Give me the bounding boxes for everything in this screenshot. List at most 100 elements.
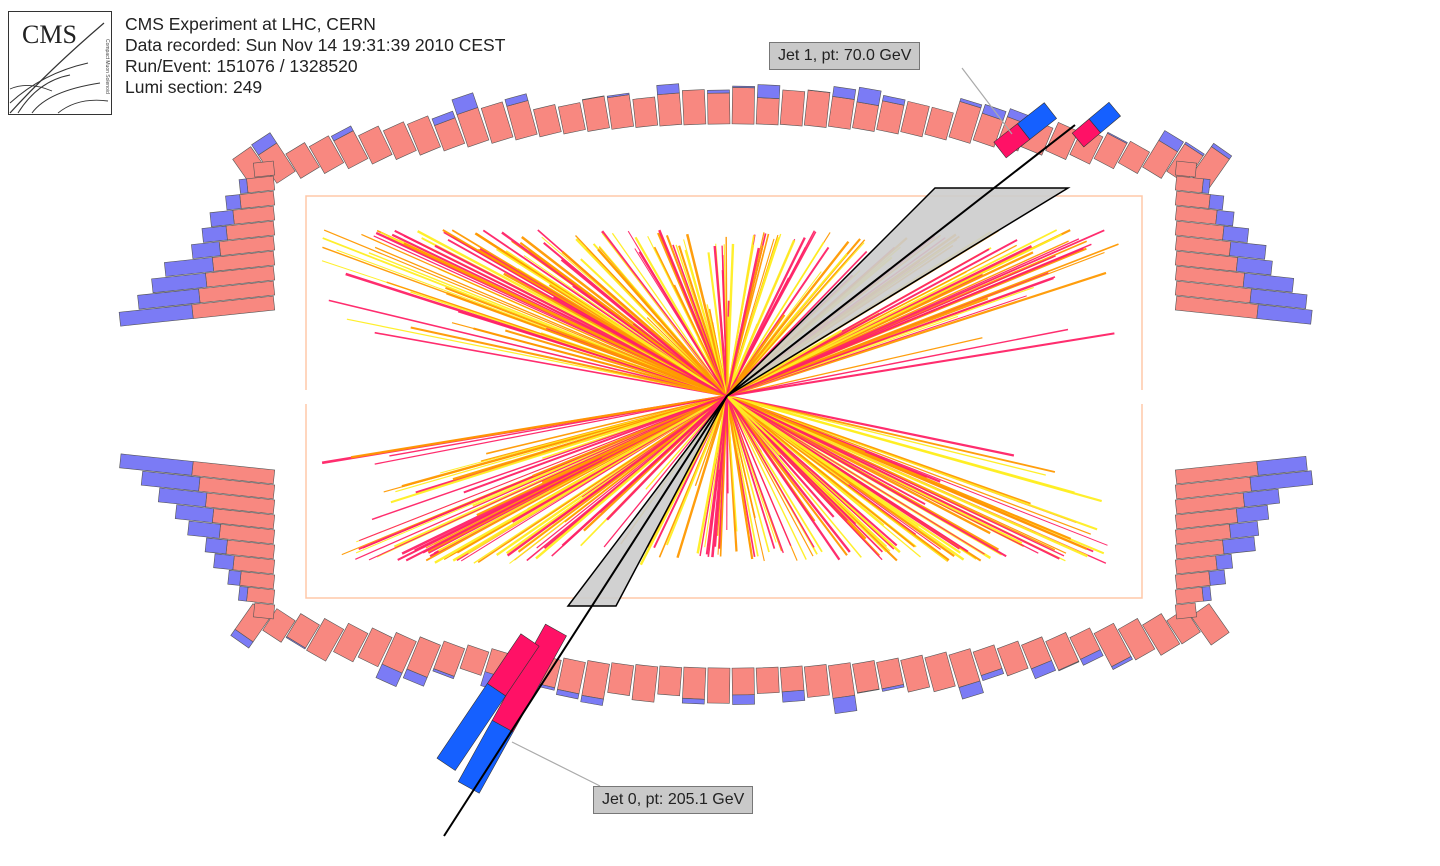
ecal-deposit — [1190, 603, 1230, 646]
calo-endcap-right-bottom — [1174, 505, 1270, 530]
track — [496, 248, 728, 397]
calo-tower-top — [358, 125, 393, 165]
calo-endcap-right-bottom — [1174, 488, 1280, 515]
track — [403, 242, 728, 398]
track — [726, 276, 1056, 397]
calo-tower-top — [480, 101, 514, 144]
jet-1-leader — [961, 67, 1013, 135]
track — [726, 395, 916, 548]
calo-tower-bottom — [459, 644, 490, 676]
calo-tower-top — [533, 104, 562, 138]
hcal-deposit — [119, 453, 194, 476]
jet-1-cone — [726, 187, 1071, 397]
track — [374, 331, 728, 397]
track — [714, 395, 729, 547]
hcal-deposit — [1235, 257, 1273, 276]
hcal-deposit — [1111, 656, 1133, 670]
calo-endcap-left-bottom — [238, 586, 276, 605]
ecal-deposit — [1166, 608, 1201, 645]
calo-endcap-left-top — [201, 220, 276, 243]
hcal-deposit — [555, 689, 580, 700]
calo-endcap-left-top — [191, 235, 276, 259]
calo-tower-bottom — [731, 667, 755, 705]
hcal-deposit — [504, 93, 529, 107]
track — [601, 233, 728, 397]
calo-tower-bottom — [1190, 603, 1230, 646]
calo-tower-top — [972, 104, 1007, 148]
calo-endcap-left-bottom — [140, 470, 276, 500]
calo-endcap-right-top — [1174, 250, 1273, 276]
ecal-deposit — [1117, 618, 1156, 661]
jet-0-leader — [511, 741, 601, 787]
ecal-deposit — [607, 662, 634, 696]
track — [323, 229, 728, 397]
calo-tower-top — [1142, 130, 1184, 179]
track — [575, 235, 728, 397]
lumi-section: Lumi section: 249 — [125, 77, 263, 97]
ecal-deposit — [900, 654, 931, 693]
calo-tower-top — [948, 98, 983, 144]
track — [528, 249, 728, 397]
hcal-deposit — [225, 194, 242, 211]
calo-endcap-left-bottom — [253, 602, 276, 620]
hcal-deposit — [151, 272, 208, 294]
track — [726, 395, 1092, 535]
track — [726, 395, 1031, 505]
ecal-deposit — [707, 92, 731, 125]
track — [447, 238, 728, 397]
calo-tower-bottom — [333, 622, 369, 663]
calo-endcap-right-top — [1174, 205, 1235, 227]
ecal-deposit — [262, 608, 296, 643]
track — [726, 395, 898, 547]
ecal-deposit — [755, 97, 780, 126]
track — [726, 332, 1115, 398]
ecal-deposit — [1174, 175, 1204, 194]
ecal-deposit — [358, 125, 393, 165]
calo-tower-top — [330, 125, 369, 170]
hcal-deposit — [1080, 649, 1104, 666]
hcal-deposit — [1210, 142, 1233, 160]
ecal-deposit — [607, 94, 634, 130]
hcal-deposit — [581, 95, 605, 101]
hcal-deposit — [230, 628, 254, 649]
ecal-deposit — [306, 618, 345, 662]
hcal-deposit — [1242, 272, 1295, 293]
jet-hcal-deposit — [436, 683, 506, 771]
calo-endcap-left-top — [225, 190, 276, 211]
track — [551, 395, 728, 557]
track — [685, 233, 729, 397]
calo-endcap-right-bottom — [1174, 536, 1256, 560]
track — [725, 247, 760, 397]
hcal-deposit — [656, 83, 680, 95]
hcal-deposit — [1201, 586, 1212, 602]
ecal-deposit — [803, 664, 830, 698]
hcal-deposit — [137, 288, 201, 310]
calo-tower-bottom — [306, 618, 345, 662]
track — [726, 395, 815, 548]
track — [551, 395, 728, 525]
track — [371, 395, 728, 521]
calo-endcap-left-bottom — [157, 487, 276, 515]
track — [726, 395, 765, 562]
ecal-deposit — [924, 106, 954, 141]
hcal-deposit — [174, 504, 215, 523]
calo-tower-top — [656, 83, 683, 127]
ecal-deposit — [876, 657, 904, 690]
hcal-deposit — [832, 694, 858, 715]
hcal-deposit — [1242, 488, 1280, 508]
calo-endcap-right-top — [1174, 175, 1211, 194]
track — [726, 337, 983, 397]
calo-tower-bottom — [924, 651, 956, 693]
calo-tower-top — [682, 89, 707, 126]
track — [726, 395, 1075, 494]
calo-tower-top — [606, 92, 634, 130]
track — [726, 395, 848, 556]
track — [374, 395, 728, 465]
ecal-deposit — [731, 667, 755, 696]
calo-endcap-left-bottom — [119, 453, 276, 485]
ecal-deposit — [852, 101, 879, 132]
track — [726, 395, 985, 555]
track — [726, 395, 792, 546]
hcal-deposit — [857, 688, 880, 694]
